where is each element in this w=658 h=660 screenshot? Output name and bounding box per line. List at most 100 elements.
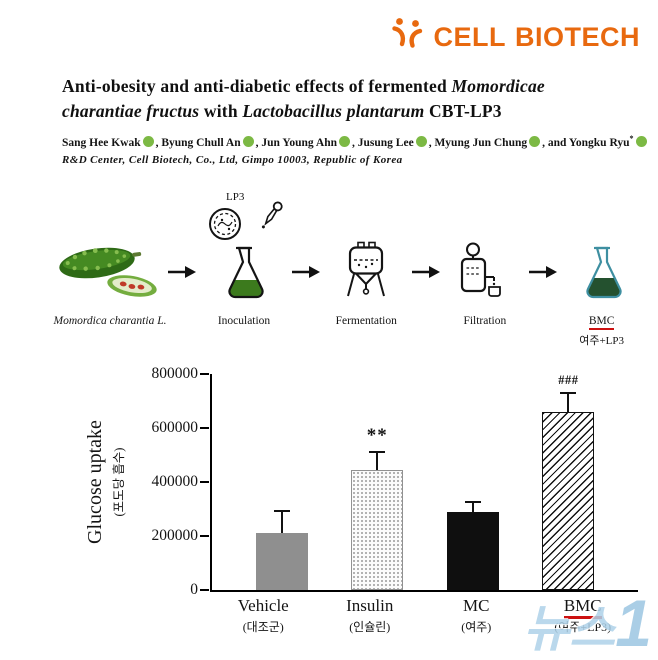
y-tick-label: 800000 <box>151 365 199 382</box>
author: and Yongku Ryu* <box>547 133 649 149</box>
title-italic-2: charantiae fructus <box>62 101 200 122</box>
stage-label: Inoculation <box>217 315 271 327</box>
y-tick-mark <box>200 534 209 537</box>
orcid-icon <box>142 135 154 147</box>
bmc-flask-icon <box>579 245 625 304</box>
y-tick-mark <box>200 426 209 429</box>
stage-filtration: Filtration <box>440 241 529 344</box>
brand-biotech: BIOTECH <box>515 22 640 52</box>
author-name: Jusung Lee <box>357 136 414 149</box>
error-bar <box>560 391 577 414</box>
arrow-right-icon <box>412 265 441 284</box>
bar <box>255 533 308 590</box>
author: Sang Hee Kwak, <box>62 135 162 149</box>
stage-label-bmc: BMC <box>588 315 615 330</box>
petri-dish-icon <box>208 207 242 246</box>
orcid-icon <box>242 135 254 147</box>
arrow-right-icon <box>168 265 196 284</box>
orcid-icon <box>415 135 427 147</box>
orcid-icon <box>339 135 351 147</box>
bar-group <box>446 374 499 590</box>
bars-container: ** ### <box>212 372 638 590</box>
bar <box>446 511 499 590</box>
dropper-icon <box>253 198 287 237</box>
x-label-main: Insulin <box>346 596 394 615</box>
error-bar <box>273 510 290 536</box>
brand-cell: CELL <box>433 22 506 52</box>
paper-header: Anti-obesity and anti-diabetic effects o… <box>62 74 647 166</box>
filtration-icon <box>458 241 512 304</box>
significance-label: ### <box>558 372 579 387</box>
plot-area: 0 200000 400000 600000 800000 ** ### <box>152 365 638 598</box>
y-tick-mark <box>200 588 209 591</box>
author-separator: , <box>155 136 162 149</box>
author: Jun Young Ahn, <box>261 135 358 149</box>
arrow-right-icon <box>529 265 558 284</box>
orcid-icon <box>635 135 647 147</box>
stage-label: Fermentation <box>335 315 397 327</box>
orcid-icon <box>529 135 541 147</box>
title-line-1: Anti-obesity and anti-diabetic effects o… <box>62 74 622 99</box>
stage-label-zone: Inoculation <box>218 304 270 344</box>
error-bar <box>464 500 481 514</box>
stage-fermentation: Fermentation <box>320 241 412 344</box>
error-bar <box>369 450 386 472</box>
title-roman-3: CBT-LP3 <box>424 101 502 122</box>
cell-biotech-logo-icon <box>387 16 427 59</box>
author: Byung Chull An, <box>161 135 262 149</box>
stage-label-zone: Filtration <box>463 304 506 344</box>
author-separator: , <box>352 136 358 149</box>
author-separator: , <box>542 136 548 149</box>
author-asterisk: * <box>629 133 634 143</box>
title-roman-1: Anti-obesity and anti-diabetic effects o… <box>62 76 452 96</box>
author-list: Sang Hee Kwak, Byung Chull An, Jun Young… <box>62 134 647 149</box>
bar-group: ### <box>542 372 595 590</box>
x-label-sub: (여주) <box>461 620 492 634</box>
stage-label: Filtration <box>463 315 507 327</box>
x-label-sub: (대조군) <box>242 620 284 634</box>
x-label-mc: MC (여주) <box>423 596 530 635</box>
x-axis-labels: Vehicle (대조군) Insulin (인슐린) MC (여주) BMC … <box>210 596 636 635</box>
watermark-one: 1 <box>615 586 652 660</box>
title-line-2: charantiae fructus with Lactobacillus pl… <box>62 99 622 124</box>
y-tick-label: 400000 <box>151 473 199 490</box>
fermenter-icon <box>341 241 391 304</box>
paper-title: Anti-obesity and anti-diabetic effects o… <box>62 74 622 125</box>
x-label-main: BMC <box>563 596 602 619</box>
title-italic-1: Momordicae <box>451 76 545 96</box>
x-label-sub: (인슐린) <box>349 620 391 634</box>
bar-group: ** <box>351 374 404 590</box>
author-separator: , <box>255 136 262 149</box>
author-name: and Yongku Ryu <box>547 136 630 149</box>
bitter-melon-icon <box>52 237 168 304</box>
stage-sublabel-bmc: 여주+LP3 <box>579 335 624 347</box>
stage-inoculation: LP3 <box>196 191 292 344</box>
y-tick-label: 600000 <box>151 419 199 436</box>
cell-biotech-logo: CELL BIOTECH <box>387 16 641 59</box>
author-name: Sang Hee Kwak <box>62 136 141 149</box>
news1-watermark: 뉴스1 <box>523 590 652 656</box>
stage-momordica: Momordica charantia L. <box>52 237 168 344</box>
stage-bmc: BMC 여주+LP3 <box>557 245 646 347</box>
author-name: Myung Jun Chung <box>434 136 528 149</box>
affiliation: R&D Center, Cell Biotech, Co., Ltd, Gimp… <box>62 153 403 166</box>
bar <box>351 469 404 590</box>
x-label-bmc: BMC (여주+LP3) <box>530 596 637 635</box>
brand-text: CELL BIOTECH <box>434 22 641 53</box>
x-label-vehicle: Vehicle (대조군) <box>210 596 317 635</box>
x-label-main: Vehicle <box>237 596 289 615</box>
y-axis-label-main: Glucose uptake <box>83 420 106 544</box>
inoculation-cluster: LP3 <box>196 191 292 246</box>
y-tick-mark <box>200 372 209 375</box>
bar <box>542 411 595 590</box>
author: Myung Jun Chung, <box>434 135 548 149</box>
stage-label-zone: Fermentation <box>336 304 397 344</box>
y-tick-label: 0 <box>190 581 198 598</box>
title-italic-3: Lactobacillus plantarum <box>242 101 425 122</box>
x-label-sub: (여주+LP3) <box>554 620 612 634</box>
stage-label-zone: Momordica charantia L. <box>54 304 167 344</box>
arrow-right-icon <box>292 265 320 284</box>
author-name: Jun Young Ahn <box>261 136 338 149</box>
y-tick-mark <box>200 480 209 483</box>
